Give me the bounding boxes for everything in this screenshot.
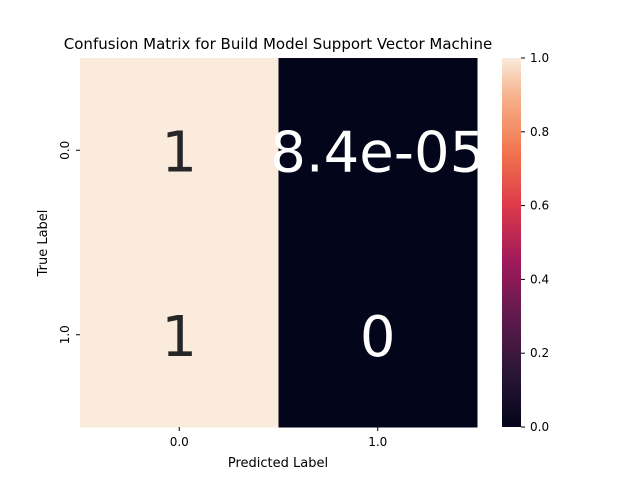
colorbar	[502, 58, 521, 427]
y-axis: 0.0 1.0	[58, 141, 80, 344]
colorbar-tick-label: 0.4	[530, 272, 549, 286]
x-axis-label: Predicted Label	[228, 456, 328, 471]
cell-annotation: 1	[161, 120, 197, 185]
x-axis: 0.0 1.0	[170, 427, 387, 449]
chart-title: Confusion Matrix for Build Model Support…	[64, 35, 492, 53]
colorbar-tick-label: 0.2	[530, 346, 549, 360]
colorbar-tick-label: 0.8	[530, 125, 549, 139]
y-tick-label: 0.0	[58, 141, 72, 160]
heatmap-annotations: 1 8.4e-05 1 0	[161, 120, 485, 370]
x-tick-label: 0.0	[170, 435, 189, 449]
colorbar-axis: 0.0 0.2 0.4 0.6 0.8 1.0	[521, 51, 549, 434]
heatmap-cell	[278, 242, 478, 428]
y-axis-label: True Label	[36, 210, 51, 278]
colorbar-tick-label: 1.0	[530, 51, 549, 65]
heatmap-cell	[278, 58, 478, 243]
colorbar-tick-label: 0.0	[530, 420, 549, 434]
heatmap-cell	[80, 242, 279, 428]
x-tick-label: 1.0	[368, 435, 387, 449]
cell-annotation: 8.4e-05	[270, 120, 485, 185]
cell-annotation: 1	[161, 305, 197, 370]
colorbar-tick-label: 0.6	[530, 199, 549, 213]
cell-annotation: 0	[360, 305, 396, 370]
heatmap-cell	[80, 58, 279, 243]
y-tick-label: 1.0	[58, 325, 72, 344]
heatmap-cells	[80, 58, 478, 428]
